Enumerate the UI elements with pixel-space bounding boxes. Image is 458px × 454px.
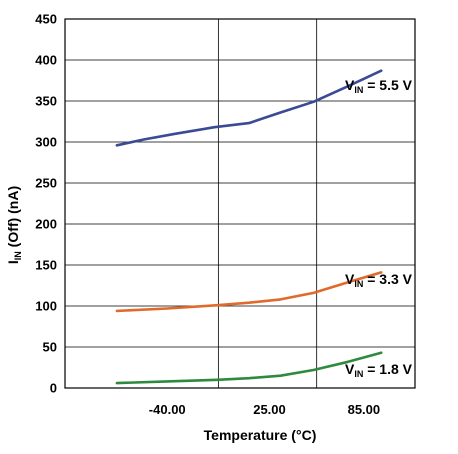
y-tick-label: 50 — [43, 340, 57, 355]
series-lines — [115, 69, 383, 385]
series-label-1v8: VIN = 1.8 V — [345, 361, 413, 379]
series-line-2 — [115, 351, 383, 385]
tick-labels: 0 50 100 150 200 250 300 350 400 450 -40.00 25.00 85… — [35, 12, 380, 418]
y-tick-label: 150 — [35, 258, 57, 273]
y-tick-label: 100 — [35, 299, 57, 314]
y-axis-title: IIN (Off) (nA) — [5, 186, 23, 264]
x-tick-label: 25.00 — [253, 402, 286, 417]
y-tick-label: 200 — [35, 217, 57, 232]
y-tick-label: 250 — [35, 176, 57, 191]
plot-frame — [64, 18, 416, 389]
y-tick-label: 0 — [50, 381, 57, 396]
series-label-5v5: VIN = 5.5 V — [345, 77, 413, 95]
series-label-3v3: VIN = 3.3 V — [345, 271, 413, 289]
x-axis-title: Temperature (°C) — [204, 427, 317, 443]
y-tick-label: 450 — [35, 12, 57, 27]
y-tick-label: 300 — [35, 135, 57, 150]
grid — [64, 18, 416, 389]
y-tick-label: 400 — [35, 53, 57, 68]
x-tick-label: -40.00 — [149, 402, 186, 417]
series-line-0 — [115, 69, 383, 147]
y-tick-label: 350 — [35, 94, 57, 109]
x-tick-label: 85.00 — [348, 402, 381, 417]
series-line-1 — [115, 271, 383, 313]
